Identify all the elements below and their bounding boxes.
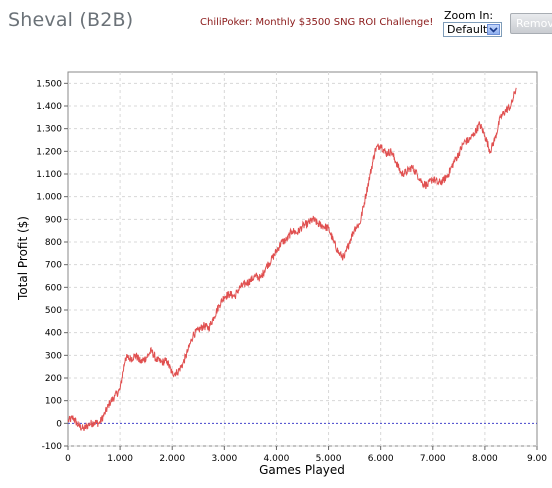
plot-area xyxy=(67,71,538,447)
y-tick-label: 400 xyxy=(45,329,62,339)
x-tick-label: 4.000 xyxy=(264,454,290,464)
remove-button[interactable]: Remove xyxy=(510,13,552,34)
y-tick-label: 1.100 xyxy=(36,170,62,180)
profit-series-line xyxy=(67,87,517,432)
y-tick-label: -100 xyxy=(42,442,63,452)
x-tick-label: 2.000 xyxy=(159,454,185,464)
y-tick-label: 500 xyxy=(45,306,62,316)
zoom-select-value: Default xyxy=(447,23,488,36)
x-tick-label: 9.00 xyxy=(527,454,547,464)
x-axis-label: Games Played xyxy=(259,463,345,477)
y-axis-label: Total Profit ($) xyxy=(16,216,30,301)
x-tick-label: 8.000 xyxy=(472,454,498,464)
y-tick-label: 1.200 xyxy=(36,147,62,157)
y-tick-label: 1.400 xyxy=(36,102,62,112)
chevron-down-icon[interactable] xyxy=(487,24,500,35)
y-tick-label: 1.500 xyxy=(36,79,62,89)
y-tick-label: 900 xyxy=(45,215,62,225)
y-tick-label: 300 xyxy=(45,351,62,361)
page-title: Sheval (B2B) xyxy=(8,9,134,31)
x-tick-label: 3.000 xyxy=(211,454,237,464)
y-tick-label: 1.000 xyxy=(36,193,62,203)
y-tick-label: 600 xyxy=(45,283,62,293)
y-tick-label: 100 xyxy=(45,397,62,407)
x-axis: 0 1.000 2.000 3.000 4.000 5.000 6.000 7.000 8.00… xyxy=(65,446,547,464)
y-tick-label: 800 xyxy=(45,238,62,248)
x-tick-label: 6.000 xyxy=(368,454,394,464)
x-tick-label: 7.000 xyxy=(420,454,446,464)
grid-lines xyxy=(68,72,537,447)
y-axis: -100 0 100 200 300 400 500 600 700 800 900 1.000 1.1… xyxy=(36,79,68,452)
x-tick-label: 1.000 xyxy=(107,454,133,464)
zoom-label: Zoom In: xyxy=(444,9,494,22)
y-tick-label: 200 xyxy=(45,374,62,384)
y-tick-label: 0 xyxy=(56,419,62,429)
y-tick-label: 700 xyxy=(45,261,62,271)
y-tick-label: 1.300 xyxy=(36,125,62,135)
x-tick-label: 0 xyxy=(65,454,71,464)
x-tick-label: 5.000 xyxy=(316,454,342,464)
promo-link[interactable]: ChiliPoker: Monthly $3500 SNG ROI Challe… xyxy=(200,17,434,28)
zoom-select[interactable]: Default xyxy=(443,22,502,37)
